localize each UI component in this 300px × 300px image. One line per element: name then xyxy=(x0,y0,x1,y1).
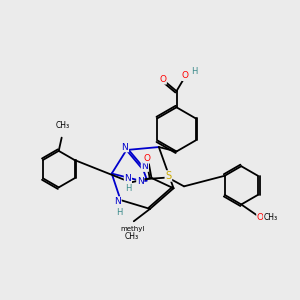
Text: O: O xyxy=(182,71,189,80)
Text: O: O xyxy=(144,154,151,163)
Text: O: O xyxy=(159,75,166,84)
Text: N: N xyxy=(124,174,131,183)
Text: CH₃: CH₃ xyxy=(124,232,139,241)
Text: CH₃: CH₃ xyxy=(264,213,278,222)
Text: N: N xyxy=(114,197,121,206)
Text: N: N xyxy=(142,162,148,171)
Text: methyl: methyl xyxy=(120,226,145,232)
Text: H: H xyxy=(116,208,122,217)
Text: H: H xyxy=(191,68,197,76)
Text: N: N xyxy=(137,177,144,186)
Text: S: S xyxy=(165,171,172,181)
Text: CH₃: CH₃ xyxy=(56,121,70,130)
Text: O: O xyxy=(257,213,264,222)
Text: N: N xyxy=(122,142,128,152)
Text: H: H xyxy=(125,184,131,194)
